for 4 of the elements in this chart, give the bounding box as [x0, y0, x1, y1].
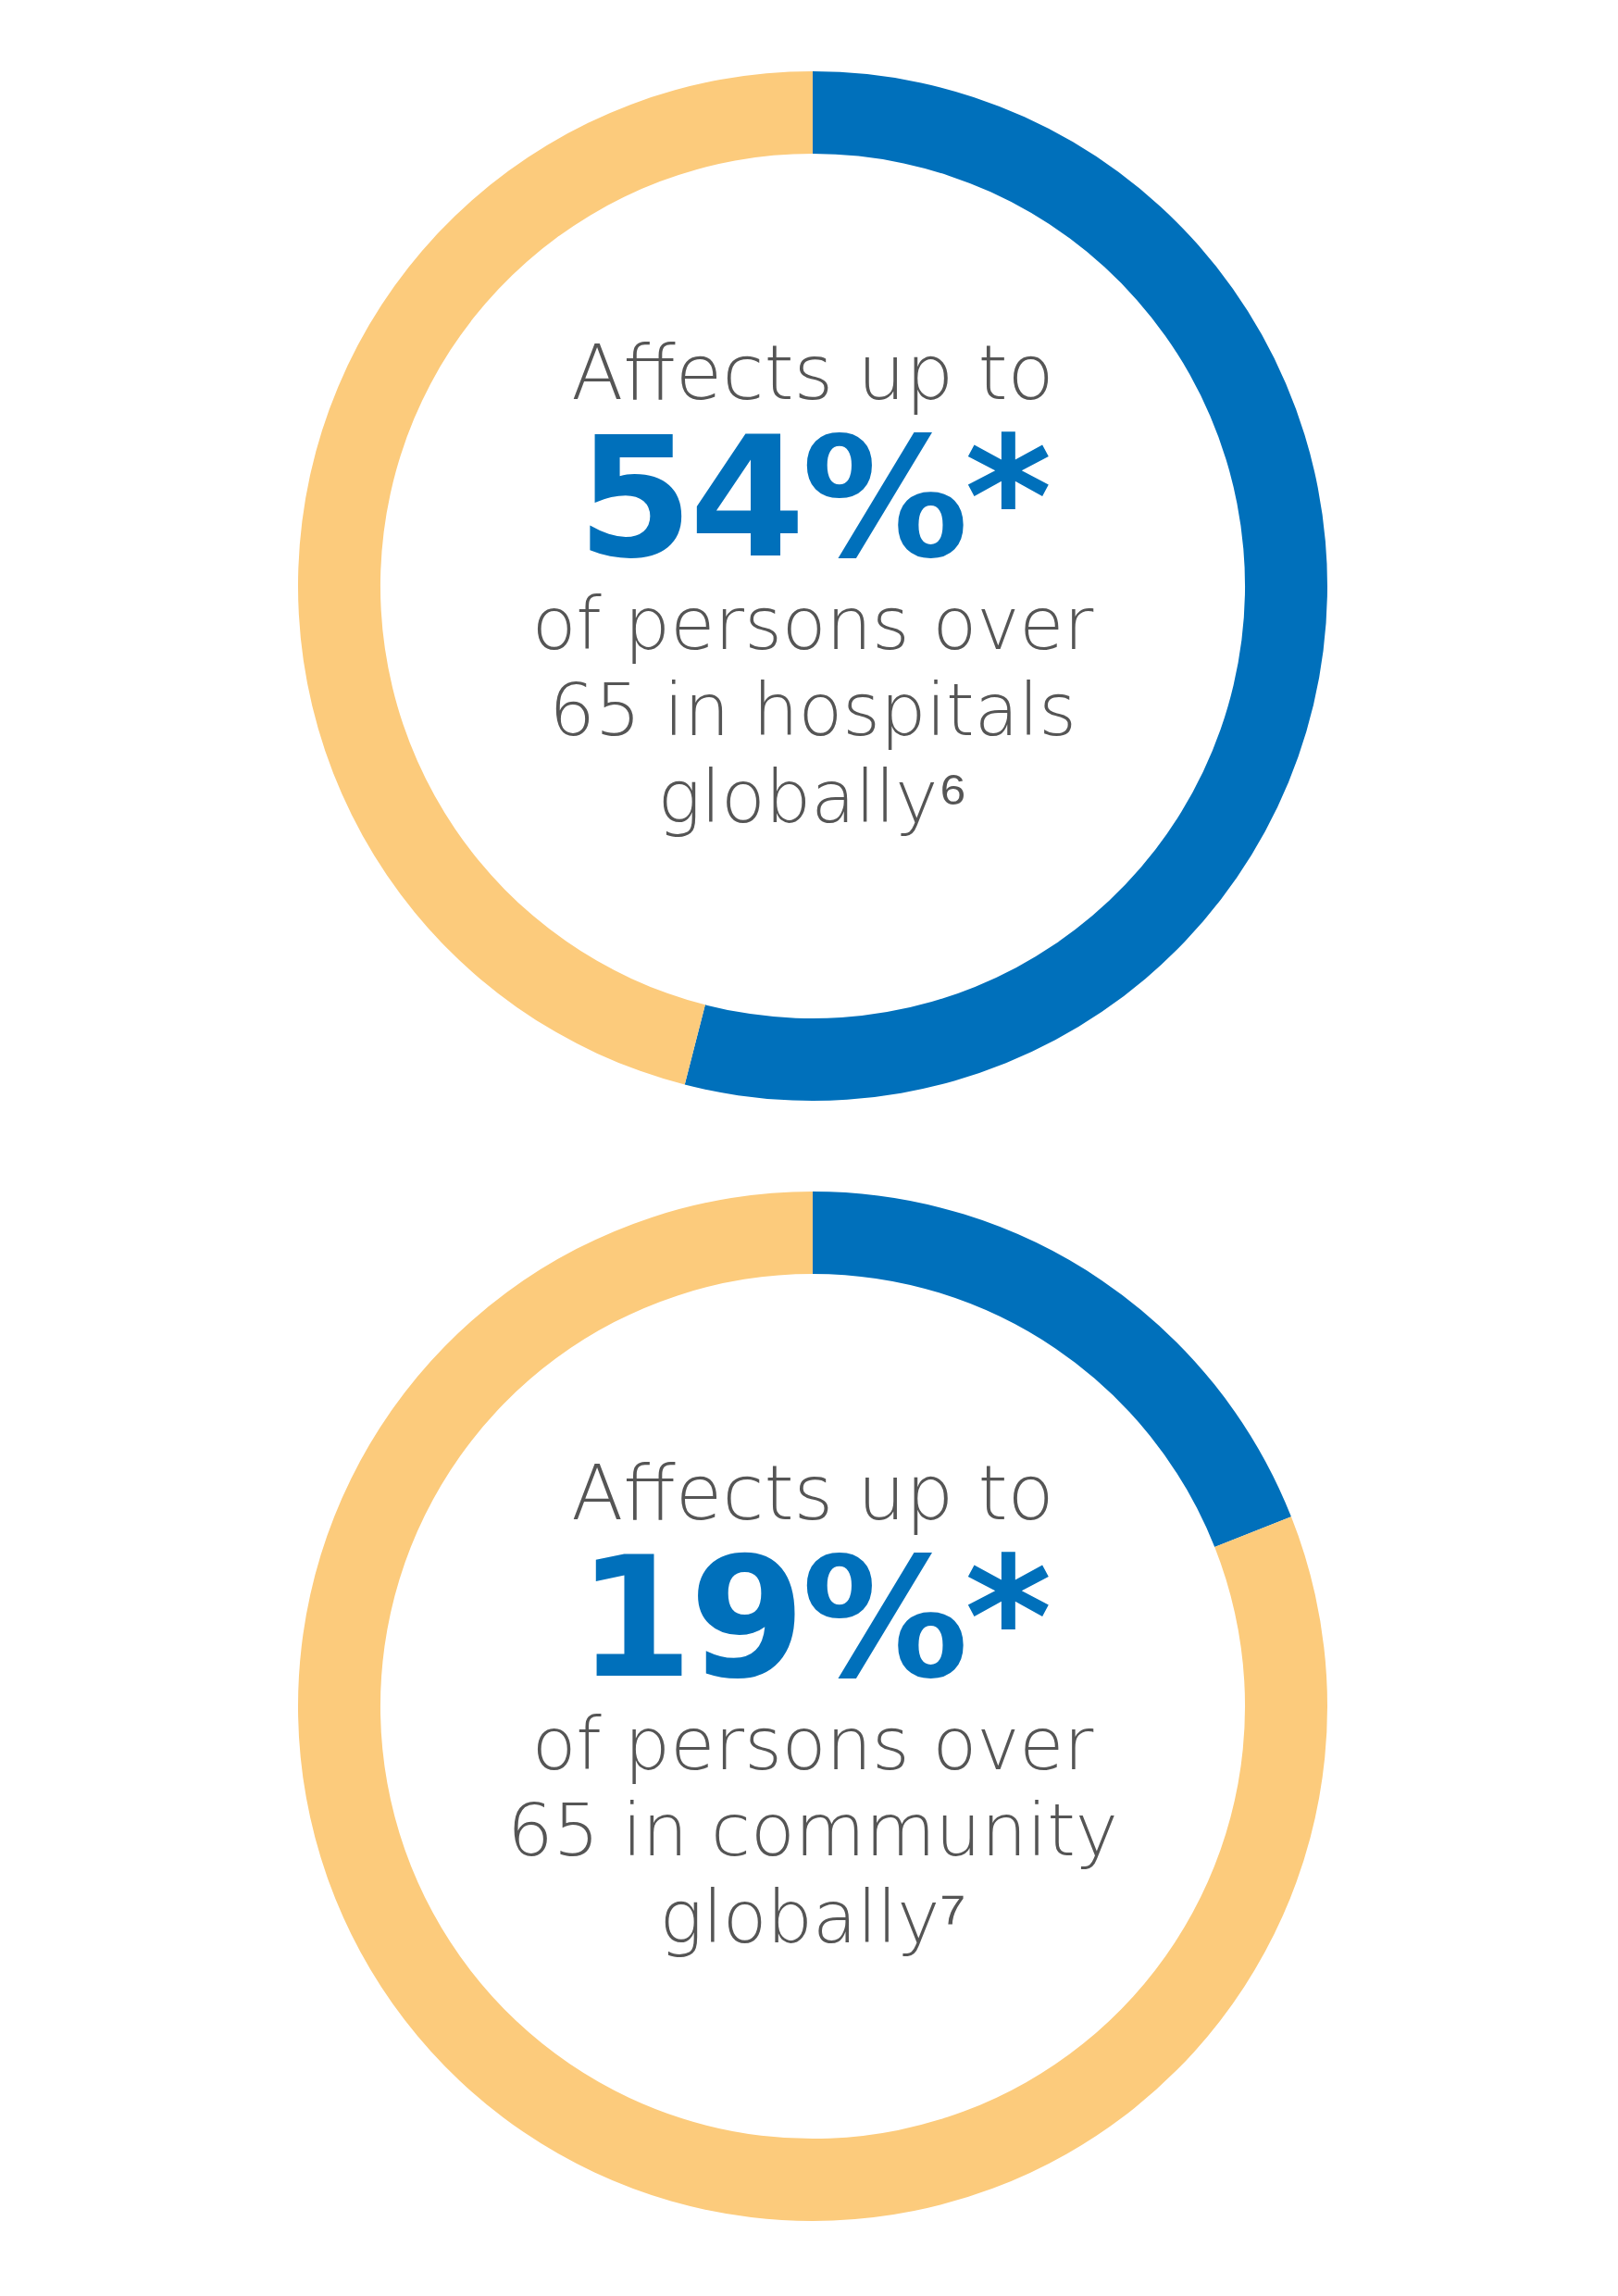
text: of persons over 65 in hospitals globally⁶ — [530, 580, 1095, 841]
text: of persons over 65 in community globally⁷ — [506, 1701, 1119, 1961]
text: Affects up to — [571, 1448, 1054, 1537]
text: Affects up to — [571, 328, 1054, 417]
